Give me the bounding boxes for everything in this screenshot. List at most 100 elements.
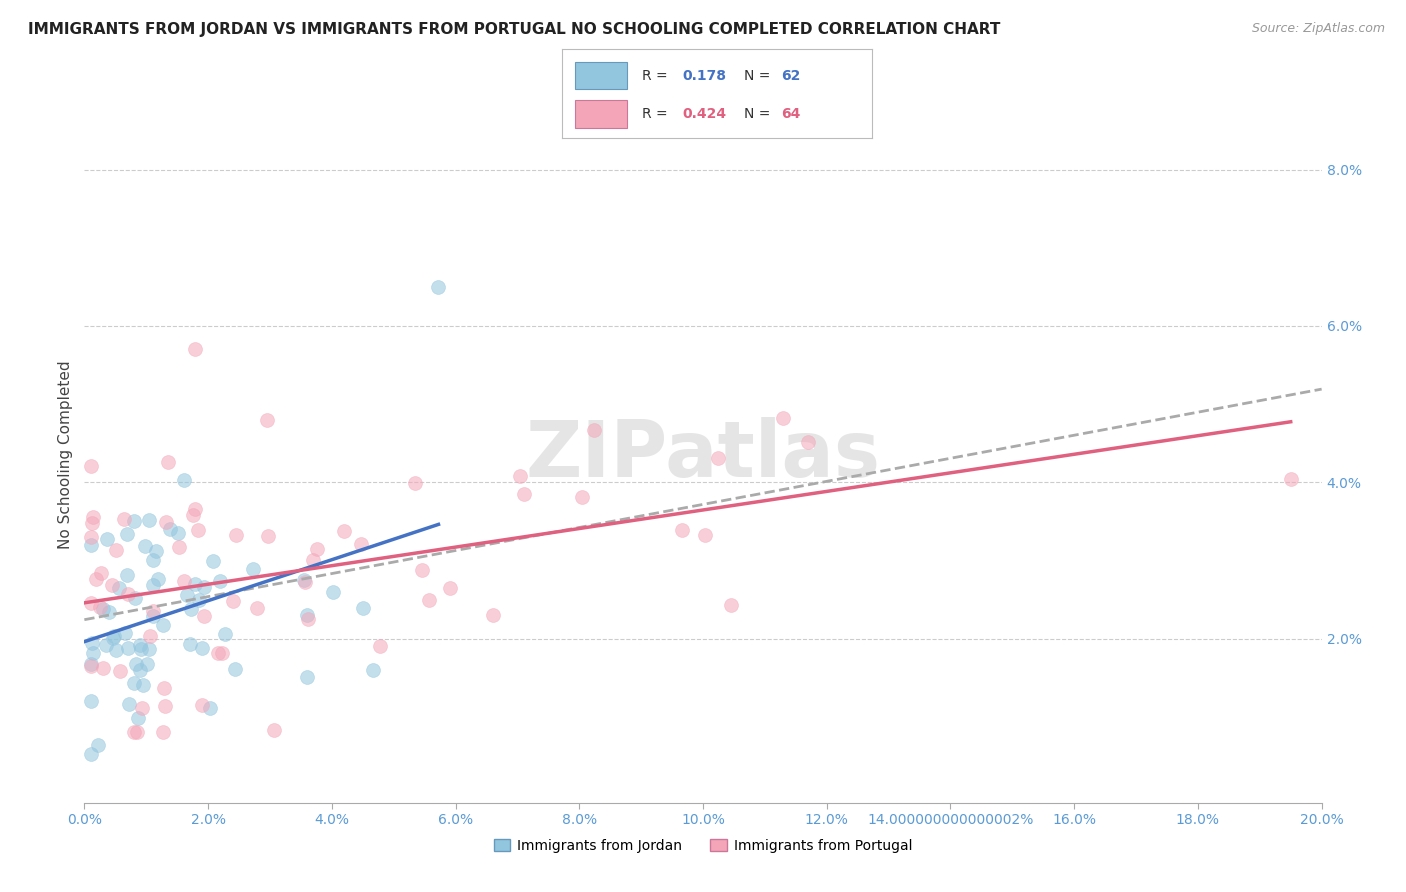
Point xyxy=(115,527,138,541)
Point xyxy=(181,508,204,522)
Point xyxy=(131,701,153,715)
Point xyxy=(193,608,215,623)
Point xyxy=(179,637,201,651)
Point xyxy=(571,490,593,504)
Point xyxy=(80,516,103,530)
Point xyxy=(105,543,128,558)
Point xyxy=(138,642,160,657)
Point xyxy=(404,475,426,490)
Text: IMMIGRANTS FROM JORDAN VS IMMIGRANTS FROM PORTUGAL NO SCHOOLING COMPLETED CORREL: IMMIGRANTS FROM JORDAN VS IMMIGRANTS FRO… xyxy=(28,22,1001,37)
Point xyxy=(706,450,728,465)
Point xyxy=(263,723,285,737)
Point xyxy=(152,725,174,739)
Y-axis label: No Schooling Completed: No Schooling Completed xyxy=(58,360,73,549)
Point xyxy=(439,581,461,595)
Point xyxy=(297,612,319,626)
Point xyxy=(191,698,214,713)
Legend: Immigrants from Jordan, Immigrants from Portugal: Immigrants from Jordan, Immigrants from … xyxy=(488,833,918,858)
Text: N =: N = xyxy=(744,107,775,121)
Point xyxy=(79,459,101,474)
Text: 64: 64 xyxy=(782,107,801,121)
Point xyxy=(225,527,247,541)
Point xyxy=(80,747,103,761)
Point xyxy=(257,528,280,542)
Point xyxy=(131,641,153,656)
Point xyxy=(198,700,221,714)
Point xyxy=(188,593,211,607)
Point xyxy=(94,638,117,652)
Point xyxy=(117,641,139,656)
Point xyxy=(124,591,146,605)
Point xyxy=(112,512,135,526)
Point xyxy=(117,587,139,601)
Point xyxy=(108,664,131,678)
Point xyxy=(103,629,125,643)
Point xyxy=(1279,472,1302,486)
Point xyxy=(142,578,165,592)
Point xyxy=(127,711,149,725)
Point xyxy=(583,423,606,437)
Point xyxy=(122,675,145,690)
Point xyxy=(117,568,139,582)
Point xyxy=(145,543,167,558)
Point xyxy=(91,601,114,615)
Point xyxy=(671,524,693,538)
Point xyxy=(79,530,101,544)
Point xyxy=(122,725,145,739)
Point xyxy=(193,580,215,594)
Point xyxy=(82,510,104,524)
Point xyxy=(322,585,344,599)
Point xyxy=(368,639,391,653)
Point xyxy=(97,605,120,619)
Point xyxy=(184,343,207,357)
Point xyxy=(152,618,174,632)
Text: ZIPatlas: ZIPatlas xyxy=(526,417,880,493)
Point xyxy=(132,678,155,692)
Point xyxy=(224,662,246,676)
Point xyxy=(122,514,145,528)
Point xyxy=(292,573,315,587)
Point xyxy=(180,601,202,615)
Text: R =: R = xyxy=(643,107,672,121)
Point xyxy=(80,693,103,707)
Point xyxy=(139,629,162,643)
Point xyxy=(79,538,101,552)
Point xyxy=(134,539,156,553)
Bar xyxy=(575,100,627,128)
Point xyxy=(90,566,112,580)
Point xyxy=(211,646,233,660)
Point xyxy=(91,661,114,675)
Point xyxy=(333,524,356,538)
Point xyxy=(295,607,318,622)
Point xyxy=(184,577,207,591)
Point xyxy=(176,588,198,602)
Point xyxy=(361,663,384,677)
Point xyxy=(142,552,165,566)
Point xyxy=(166,525,188,540)
Point xyxy=(142,608,165,623)
Point xyxy=(720,599,742,613)
Point xyxy=(222,594,245,608)
Point xyxy=(411,563,433,577)
Point xyxy=(155,515,177,529)
Text: 0.178: 0.178 xyxy=(682,69,727,83)
Text: Source: ZipAtlas.com: Source: ZipAtlas.com xyxy=(1251,22,1385,36)
Point xyxy=(349,537,371,551)
Point xyxy=(84,572,107,586)
Text: 62: 62 xyxy=(782,69,801,83)
Point xyxy=(127,725,149,739)
Point xyxy=(184,502,207,516)
Point xyxy=(297,670,319,684)
Point xyxy=(797,435,820,450)
Point xyxy=(129,638,152,652)
Point xyxy=(104,643,127,657)
Point xyxy=(142,604,165,618)
Point xyxy=(246,601,269,615)
Point xyxy=(167,540,190,554)
Text: N =: N = xyxy=(744,69,775,83)
Point xyxy=(202,554,225,568)
Point xyxy=(427,280,450,294)
Point xyxy=(96,532,118,546)
Point xyxy=(138,513,160,527)
Point xyxy=(481,608,503,623)
